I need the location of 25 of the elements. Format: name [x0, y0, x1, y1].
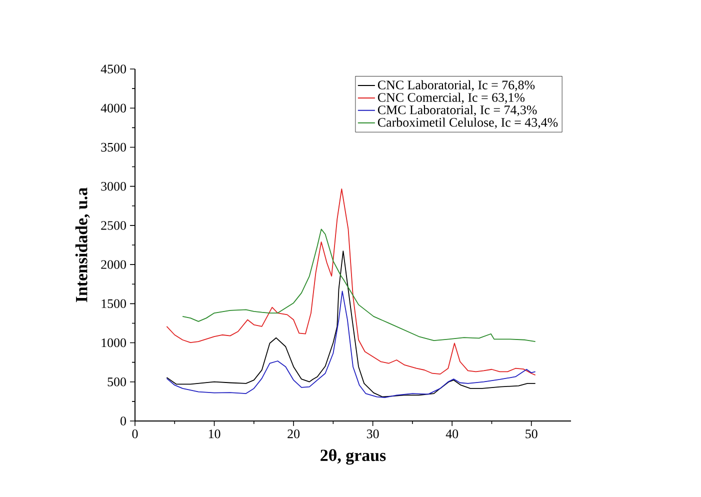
legend-label: Carboximetil Celulose, Ic = 43,4%	[378, 118, 558, 129]
legend-label: CMC Laboratorial, Ic = 74,3%	[378, 105, 537, 116]
y-tick-label: 3500	[101, 142, 126, 152]
y-tick-label: 4000	[100, 104, 126, 112]
x-tick-label: 30	[366, 430, 379, 438]
x-tick-label: 20	[288, 430, 300, 438]
y-tick-label: 3000	[101, 182, 126, 191]
x-tick-label: 50	[526, 430, 538, 438]
line-series	[166, 250, 536, 398]
x-axis-title: 2θ, graus	[320, 449, 386, 465]
y-tick-label: 2500	[101, 221, 126, 230]
y-tick-label: 2000	[101, 260, 126, 269]
y-axis-title: Intensidade, u.a	[75, 188, 90, 302]
y-tick-label: 1000	[102, 338, 126, 348]
y-tick-label: 0	[120, 416, 126, 426]
y-tick-label: 4500	[100, 64, 126, 74]
x-tick-label: 10	[208, 430, 220, 438]
line-series	[166, 188, 536, 376]
legend-label: CNC Comercial, Ic = 63,1%	[378, 92, 525, 104]
y-tick-label: 500	[108, 378, 126, 386]
legend-label: CNC Laboratorial, Ic = 76,8%	[378, 80, 535, 92]
x-tick-label: 0	[132, 430, 138, 438]
x-tick-label: 40	[446, 430, 458, 438]
line-series	[166, 290, 536, 398]
y-tick-label: 1500	[102, 299, 126, 308]
